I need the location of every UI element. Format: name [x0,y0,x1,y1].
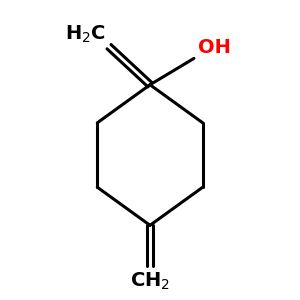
Text: H$_2$C: H$_2$C [65,24,106,45]
Text: OH: OH [198,38,231,57]
Text: CH$_2$: CH$_2$ [130,271,170,292]
